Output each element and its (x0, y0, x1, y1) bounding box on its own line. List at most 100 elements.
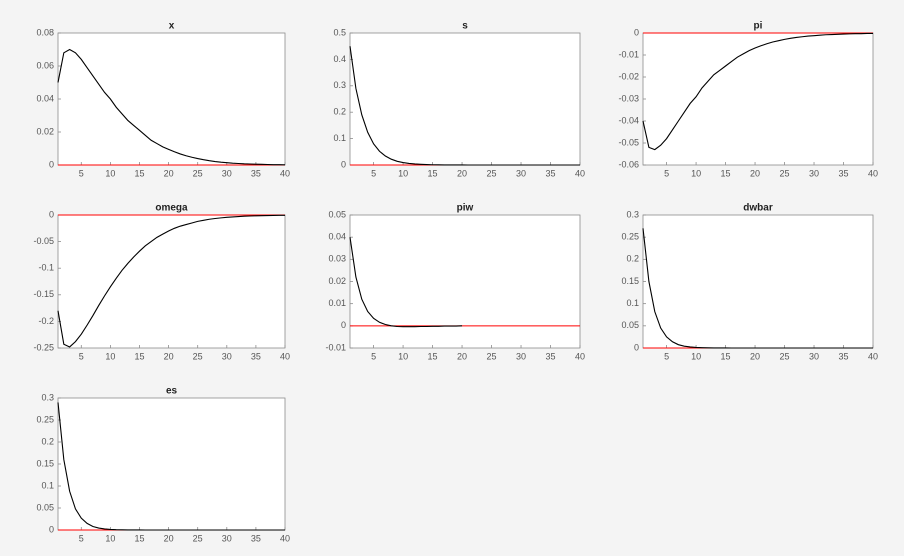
y-tick-label: 0.03 (328, 254, 346, 264)
x-tick-label: 15 (721, 351, 731, 361)
x-tick-label: 15 (134, 533, 144, 543)
x-tick-label: 5 (664, 351, 669, 361)
x-tick-label: 15 (428, 351, 438, 361)
y-tick-label: 0.06 (36, 60, 54, 70)
y-tick-label: 0.08 (36, 27, 54, 37)
x-tick-label: 25 (193, 351, 203, 361)
y-tick-label: 0.15 (621, 276, 639, 286)
y-tick-label: 0.05 (328, 209, 346, 219)
subplot-title: pi (754, 21, 763, 32)
y-tick-label: 0.02 (36, 126, 54, 136)
y-tick-label: 0.2 (333, 107, 346, 117)
x-tick-label: 5 (371, 351, 376, 361)
x-tick-label: 40 (280, 351, 290, 361)
x-tick-label: 10 (398, 168, 408, 178)
x-tick-label: 20 (457, 351, 467, 361)
x-tick-label: 35 (251, 168, 261, 178)
y-tick-label: 0.1 (41, 480, 54, 490)
y-tick-label: 0.1 (333, 133, 346, 143)
x-tick-label: 30 (222, 168, 232, 178)
y-tick-label: 0 (49, 524, 54, 534)
x-tick-label: 40 (868, 168, 878, 178)
x-tick-label: 25 (780, 168, 790, 178)
y-tick-label: 0 (49, 159, 54, 169)
y-tick-label: -0.01 (618, 49, 639, 59)
x-tick-label: 30 (809, 351, 819, 361)
x-tick-label: 35 (839, 168, 849, 178)
x-tick-label: 40 (575, 351, 585, 361)
y-tick-label: 0.3 (41, 392, 54, 402)
x-tick-label: 10 (105, 168, 115, 178)
x-tick-label: 30 (516, 351, 526, 361)
x-tick-label: 5 (79, 351, 84, 361)
x-tick-label: 40 (868, 351, 878, 361)
x-tick-label: 5 (371, 168, 376, 178)
x-tick-label: 25 (487, 168, 497, 178)
y-tick-label: 0.3 (333, 80, 346, 90)
subplot-title: s (462, 21, 468, 32)
y-tick-label: -0.05 (618, 137, 639, 147)
y-tick-label: 0.01 (328, 298, 346, 308)
x-tick-label: 20 (750, 351, 760, 361)
x-tick-label: 35 (546, 168, 556, 178)
x-tick-label: 15 (134, 351, 144, 361)
x-tick-label: 10 (691, 351, 701, 361)
y-tick-label: 0.04 (36, 93, 54, 103)
x-tick-label: 25 (487, 351, 497, 361)
plot-area (350, 215, 580, 348)
x-tick-label: 35 (251, 351, 261, 361)
x-tick-label: 40 (280, 533, 290, 543)
y-tick-label: 0.25 (621, 232, 639, 242)
x-tick-label: 40 (575, 168, 585, 178)
plot-area (58, 33, 285, 165)
x-tick-label: 20 (164, 533, 174, 543)
subplot: s00.10.20.30.40.5510152025303540 (333, 21, 585, 179)
y-tick-label: 0.1 (626, 298, 639, 308)
y-tick-label: -0.1 (38, 263, 54, 273)
figure: x 0 0.02 0.04 0.06 0.08 5 10 15 20 25 30 35 40 s 0 0.1 0.… (0, 0, 904, 556)
subplot-title: es (166, 386, 178, 397)
x-tick-label: 30 (222, 351, 232, 361)
x-tick-label: 20 (457, 168, 467, 178)
page: {"chart_data": [ {"type": "line", "title… (0, 0, 904, 556)
x-tick-label: 10 (105, 533, 115, 543)
x-tick-label: 5 (79, 533, 84, 543)
x-tick-label: 20 (164, 168, 174, 178)
x-tick-label: 30 (809, 168, 819, 178)
y-tick-label: 0.2 (626, 254, 639, 264)
y-tick-label: 0.04 (328, 232, 346, 242)
x-tick-label: 5 (79, 168, 84, 178)
x-tick-label: 20 (750, 168, 760, 178)
x-tick-label: 10 (105, 351, 115, 361)
subplot-title: x (169, 21, 175, 32)
y-tick-label: -0.02 (618, 71, 639, 81)
y-tick-label: 0.2 (41, 436, 54, 446)
x-tick-label: 40 (280, 168, 290, 178)
y-tick-label: 0.3 (626, 209, 639, 219)
y-tick-label: 0.05 (621, 320, 639, 330)
y-tick-label: -0.2 (38, 316, 54, 326)
subplot: es00.050.10.150.20.250.3510152025303540 (36, 386, 290, 544)
subplot-title: dwbar (743, 203, 773, 214)
x-tick-label: 15 (134, 168, 144, 178)
y-tick-label: -0.04 (618, 115, 639, 125)
plot-area (58, 398, 285, 530)
y-tick-label: 0.02 (328, 276, 346, 286)
plot-area (643, 33, 873, 165)
x-tick-label: 15 (428, 168, 438, 178)
y-tick-label: 0.4 (333, 54, 346, 64)
x-tick-label: 30 (222, 533, 232, 543)
y-tick-label: 0 (341, 320, 346, 330)
plot-area (58, 215, 285, 348)
x-tick-label: 35 (839, 351, 849, 361)
y-tick-label: 0.15 (36, 458, 54, 468)
x-tick-label: 25 (780, 351, 790, 361)
y-tick-label: 0 (634, 27, 639, 37)
y-tick-label: 0.5 (333, 27, 346, 37)
x-tick-label: 35 (546, 351, 556, 361)
subplot-title: piw (457, 203, 474, 214)
y-tick-label: -0.03 (618, 93, 639, 103)
